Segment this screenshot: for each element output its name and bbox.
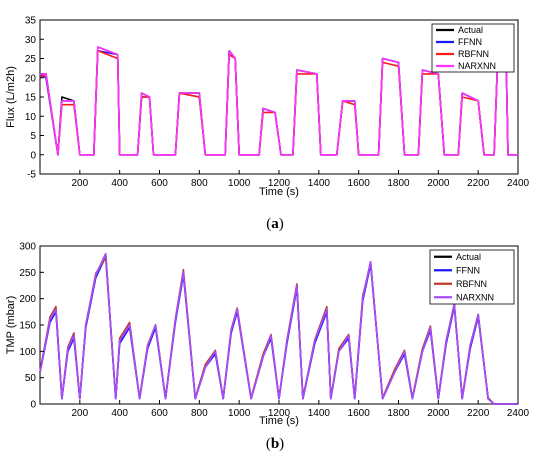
x-tick-label: 1000 [228, 408, 251, 419]
legend: Actual FFNN RBFNN NARXNN [429, 249, 515, 305]
legend-label-rbfnn: RBFNN [456, 279, 487, 289]
x-tick-label: 1800 [387, 408, 410, 419]
x-tick-label: 200 [71, 178, 88, 189]
panel-label-a: a [271, 216, 279, 232]
y-tick-label: 200 [19, 294, 36, 305]
x-tick-label: 2000 [427, 408, 450, 419]
x-tick-label: 1200 [268, 178, 291, 189]
y-tick-label: 250 [19, 268, 36, 279]
x-axis-label: Time (s) [259, 415, 299, 427]
legend-label-rbfnn: RBFNN [458, 49, 489, 59]
legend-box [429, 249, 515, 305]
y-tick-label: 10 [25, 112, 37, 123]
y-tick-label: 5 [30, 131, 36, 142]
x-tick-label: 800 [191, 408, 208, 419]
y-tick-label: 0 [30, 400, 36, 411]
chart-panel-b: 200 400 600 800 1000 1200 1400 1600 1800 2000 2200… [5, 242, 530, 428]
legend-label-narxnn: NARXNN [458, 61, 496, 71]
legend-label-narxnn: NARXNN [456, 292, 494, 302]
x-tick-label: 1000 [228, 178, 251, 189]
y-tick-label: 35 [25, 16, 37, 27]
legend-label-actual: Actual [456, 252, 481, 262]
x-tick-label: 1600 [348, 408, 371, 419]
y-tick-label: 150 [19, 321, 36, 332]
y-axis-label: TMP (mbar) [5, 296, 17, 354]
x-axis-label: Time (s) [259, 186, 299, 198]
x-tick-label: 600 [151, 178, 168, 189]
x-tick-label: 1200 [268, 408, 291, 419]
x-tick-label: 1400 [308, 408, 331, 419]
x-tick-label: 400 [111, 408, 128, 419]
legend-label-ffnn: FFNN [456, 265, 480, 275]
panel-label-b: b [270, 436, 280, 452]
x-tick-label: 1600 [348, 178, 371, 189]
x-tick-label: 600 [151, 408, 168, 419]
y-tick-label: 300 [19, 242, 36, 253]
x-tick-label: 2000 [427, 178, 450, 189]
legend: Actual FFNN RBFNN NARXNN [431, 23, 515, 73]
y-tick-label: 100 [19, 347, 36, 358]
x-tick-label: 1800 [387, 178, 410, 189]
y-tick-label: -5 [27, 170, 36, 181]
y-tick-label: 50 [25, 373, 37, 384]
x-tick-label: 1400 [308, 178, 331, 189]
x-tick-label: 2400 [507, 178, 530, 189]
y-axis-label: Flux (L/m2h) [5, 66, 17, 128]
x-tick-label: 2200 [467, 408, 490, 419]
series-line-narxnn [39, 253, 518, 405]
y-tick-label: 20 [25, 73, 37, 84]
y-tick-label: 30 [25, 35, 37, 46]
y-tick-label: 25 [25, 54, 37, 65]
x-tick-label: 2200 [467, 178, 490, 189]
x-tick-label: 200 [71, 408, 88, 419]
x-tick-label: 400 [111, 178, 128, 189]
x-tick-label: 2400 [507, 408, 530, 419]
x-tick-label: 800 [191, 178, 208, 189]
caption-b: (b) [265, 436, 285, 452]
legend-label-ffnn: FFNN [458, 37, 482, 47]
chart-panel-a: 200 400 600 800 1000 1200 1400 1600 1800 2000 2200… [5, 16, 530, 199]
series-line-narxnn [40, 46, 518, 156]
legend-label-actual: Actual [458, 25, 483, 35]
legend-box [431, 23, 515, 73]
y-tick-label: 15 [25, 93, 37, 104]
y-tick-label: 0 [30, 150, 36, 161]
caption-a: (a) [266, 216, 284, 232]
